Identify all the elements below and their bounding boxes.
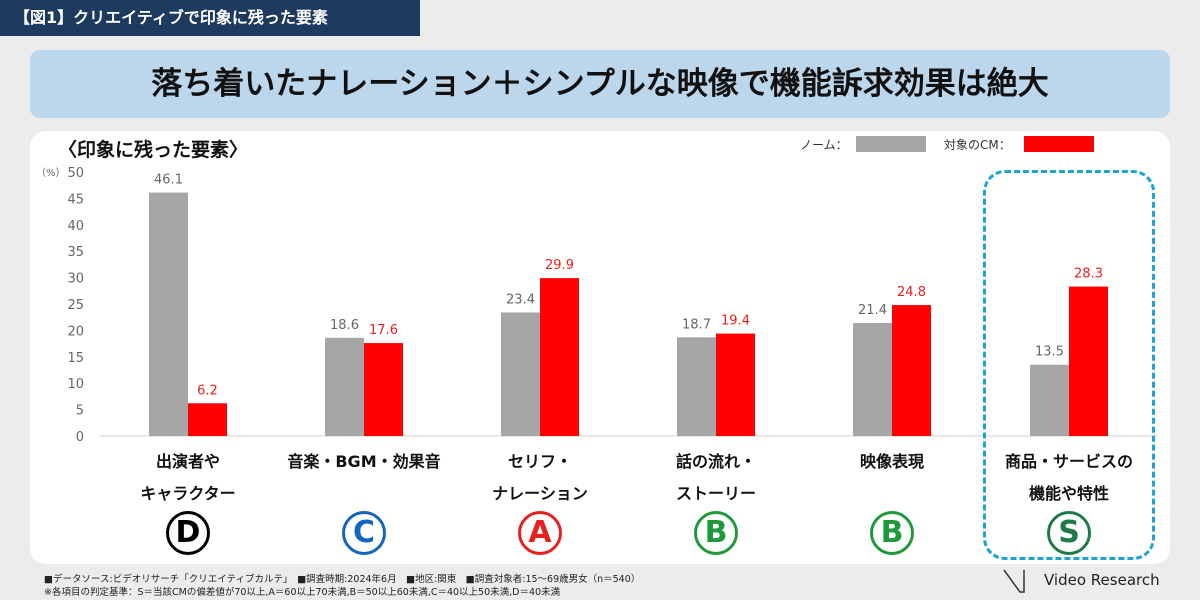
y-tick-label: 0 [76,430,84,445]
figure-tag: 【図1】クリエイティブで印象に残った要素 [0,0,420,36]
y-tick-label: 50 [67,166,84,181]
bar-norm-1 [325,337,364,436]
x-category-label-5: 商品・サービスの 機能や特性 [1004,452,1133,503]
grade-badge-5: S [1047,511,1091,555]
x-category-label-1: 音楽・BGM・効果音 [287,452,441,471]
y-tick-label: 20 [67,324,84,339]
footnote-source: ■データソース:ビデオリサーチ「クリエイティブカルテ」 ■調査時期:2024年6… [44,574,641,585]
data-label-norm-1: 18.6 [330,318,359,333]
grade-badge-2: A [518,511,562,555]
grade-badge-4: B [870,511,914,555]
data-label-target-0: 6.2 [197,383,218,398]
brand-logo-icon [1003,569,1025,593]
y-tick-label: 35 [67,245,84,260]
x-category-label-0: 出演者や キャラクター [140,452,236,503]
data-label-norm-4: 21.4 [858,303,887,318]
legend-label-target: 対象のCM： [944,138,1011,152]
data-label-norm-5: 13.5 [1035,345,1064,360]
y-tick-label: 10 [67,377,84,392]
bar-target-2 [540,278,579,436]
bar-target-1 [364,343,403,436]
grade-badge-3: B [694,511,738,555]
legend-swatch-target [1024,136,1094,152]
bar-norm-3 [677,337,716,436]
brand-name: Video Research [1044,571,1160,589]
y-tick-label: 30 [67,272,84,287]
bar-norm-5 [1030,364,1069,436]
data-label-target-2: 29.9 [545,258,574,273]
data-label-target-4: 24.8 [897,285,926,300]
data-label-target-3: 19.4 [721,314,750,329]
y-tick-label: 15 [67,351,84,366]
bar-norm-2 [501,312,540,436]
bar-target-3 [716,333,755,436]
chart-title: 〈印象に残った要素〉 [58,139,249,161]
x-category-label-4: 映像表現 [859,452,924,471]
bar-target-4 [892,305,931,436]
data-label-target-5: 28.3 [1074,267,1103,282]
x-category-label-2: セリフ・ ナレーション [492,452,588,503]
bar-norm-4 [853,323,892,436]
data-label-norm-2: 23.4 [506,292,535,307]
x-category-label-3: 話の流れ・ ストーリー [675,452,756,503]
bar-norm-0 [149,192,188,436]
bar-target-0 [188,403,227,436]
chart-panel [30,131,1170,564]
highlight-box [983,170,1155,560]
legend-label-norm: ノーム： [800,138,848,152]
y-tick-label: 45 [67,192,84,207]
grade-badge-1: C [342,511,386,555]
data-label-norm-3: 18.7 [682,317,711,332]
headline: 落ち着いたナレーション＋シンプルな映像で機能訴求効果は絶大 [30,50,1170,118]
y-axis-label: （%） [36,167,66,179]
legend-swatch-norm [856,136,926,152]
data-label-target-1: 17.6 [369,323,398,338]
data-label-norm-0: 46.1 [154,173,183,188]
grade-badge-0: D [166,511,210,555]
y-tick-label: 25 [67,298,84,313]
footnote-criteria: ※各項目の判定基準：S＝当該CMの偏差値が70以上,A＝60以上70未満,B＝5… [44,587,561,598]
y-tick-label: 5 [76,404,84,419]
y-tick-label: 40 [67,219,84,234]
bar-target-5 [1069,286,1108,436]
